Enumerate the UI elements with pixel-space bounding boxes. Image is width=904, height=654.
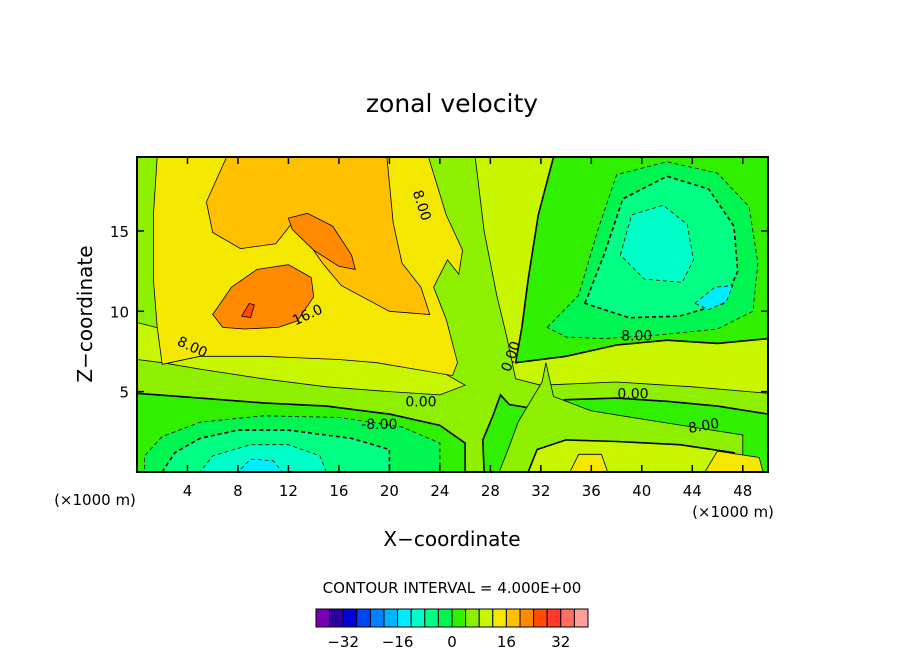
colorbar-swatch-16 xyxy=(533,608,548,628)
colorbar-swatch-11 xyxy=(465,608,480,628)
colorbar-swatch-10 xyxy=(451,608,467,628)
colorbar-swatch-18 xyxy=(560,608,575,628)
colorbar-tick-label-2: 0 xyxy=(447,633,457,651)
x-tick-label-4: 20 xyxy=(380,482,399,500)
colorbar-swatch-15 xyxy=(519,608,535,628)
colorbar-tick-label-1: −16 xyxy=(382,633,414,651)
x-tick-label-6: 28 xyxy=(481,482,500,500)
y-tick-label-2: 15 xyxy=(110,223,129,241)
x-tick-label-1: 8 xyxy=(233,482,243,500)
colorbar-swatch-2 xyxy=(342,608,358,628)
contour-label-6: 8.00 xyxy=(621,328,652,344)
colorbar-swatch-17 xyxy=(546,608,562,628)
x-tick-label-8: 36 xyxy=(582,482,601,500)
colorbar-swatch-5 xyxy=(383,608,399,628)
contour-region-16 xyxy=(569,453,609,472)
colorbar-swatch-3 xyxy=(356,608,371,628)
contour-region-10 xyxy=(619,204,694,283)
contour-label-8: 8.00 xyxy=(687,416,720,437)
colorbar-tick-label-4: 32 xyxy=(551,633,570,651)
colorbar-swatch-19 xyxy=(573,608,589,628)
colorbar-swatch-4 xyxy=(369,608,385,628)
chart-title: zonal velocity xyxy=(366,89,538,118)
colorbar-swatch-1 xyxy=(329,608,344,628)
contour-region-12 xyxy=(694,285,734,311)
x-tick-label-11: 48 xyxy=(733,482,752,500)
x-axis-label: X−coordinate xyxy=(383,527,520,551)
contour-label-5: -8.00 xyxy=(361,417,397,433)
contour-label-7: 0.00 xyxy=(617,386,648,402)
y-tick-label-0: 5 xyxy=(119,384,129,402)
x-tick-label-7: 32 xyxy=(531,482,550,500)
contour-interval-label: CONTOUR INTERVAL = 4.000E+00 xyxy=(323,579,582,597)
colorbar-swatch-7 xyxy=(410,608,426,628)
colorbar-swatch-6 xyxy=(397,608,412,628)
colorbar-swatch-0 xyxy=(315,608,331,628)
x-tick-label-9: 40 xyxy=(632,482,651,500)
colorbar-swatch-9 xyxy=(437,608,453,628)
x-unit-label-right: (×1000 m) xyxy=(692,503,774,521)
contour-region-9 xyxy=(199,444,327,472)
x-tick-label-10: 44 xyxy=(683,482,702,500)
colorbar-tick-label-0: −32 xyxy=(327,633,359,651)
colorbar-tick-label-3: 16 xyxy=(497,633,516,651)
colorbar-swatch-8 xyxy=(424,608,439,628)
contour-region-21 xyxy=(241,302,255,319)
colorbar-swatch-12 xyxy=(478,608,494,628)
y-tick-label-1: 10 xyxy=(110,303,129,321)
filled-contour-regions xyxy=(137,157,768,472)
y-axis-label: Z−coordinate xyxy=(73,245,97,382)
contour-label-4: 0.00 xyxy=(405,394,436,410)
x-tick-label-0: 4 xyxy=(183,482,193,500)
contour-region-20 xyxy=(212,264,315,330)
colorbar: −32 −16 0 16 32 xyxy=(315,608,589,651)
colorbar-swatch-13 xyxy=(492,608,507,628)
y-axis: 5 10 15 xyxy=(110,223,768,402)
contour-region-19 xyxy=(287,212,356,271)
contour-region-15 xyxy=(704,450,764,472)
colorbar-swatch-14 xyxy=(505,608,521,628)
x-tick-label-2: 12 xyxy=(279,482,298,500)
x-tick-label-3: 16 xyxy=(329,482,348,500)
x-axis: 4 8 12 16 20 24 28 32 36 40 44 48 xyxy=(183,157,752,500)
contour-region-11 xyxy=(237,458,283,472)
x-unit-label: (×1000 m) xyxy=(54,491,136,509)
x-tick-label-5: 24 xyxy=(430,482,449,500)
plot-frame xyxy=(136,156,769,473)
